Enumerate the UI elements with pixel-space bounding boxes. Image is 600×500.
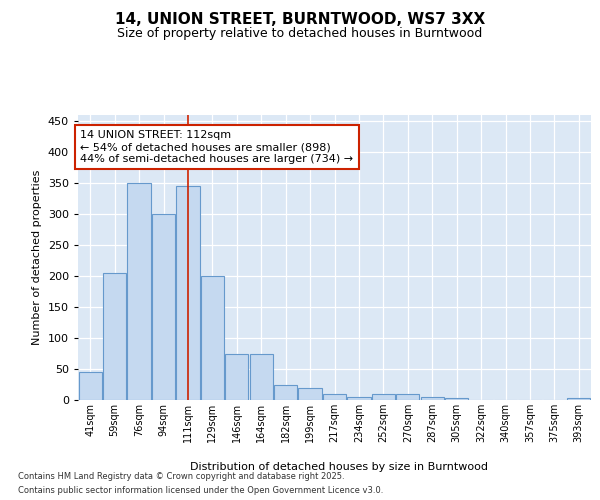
Bar: [372, 394, 395, 400]
Bar: [225, 354, 248, 400]
Bar: [79, 372, 102, 400]
Bar: [421, 397, 444, 400]
Bar: [176, 186, 200, 400]
Text: Distribution of detached houses by size in Burntwood: Distribution of detached houses by size …: [190, 462, 488, 472]
Bar: [347, 397, 371, 400]
Bar: [396, 394, 419, 400]
Bar: [127, 183, 151, 400]
Bar: [250, 354, 273, 400]
Bar: [103, 273, 126, 400]
Bar: [298, 388, 322, 400]
Bar: [323, 394, 346, 400]
Y-axis label: Number of detached properties: Number of detached properties: [32, 170, 42, 345]
Bar: [567, 398, 590, 400]
Text: 14, UNION STREET, BURNTWOOD, WS7 3XX: 14, UNION STREET, BURNTWOOD, WS7 3XX: [115, 12, 485, 28]
Bar: [201, 276, 224, 400]
Bar: [152, 214, 175, 400]
Text: Contains public sector information licensed under the Open Government Licence v3: Contains public sector information licen…: [18, 486, 383, 495]
Text: Contains HM Land Registry data © Crown copyright and database right 2025.: Contains HM Land Registry data © Crown c…: [18, 472, 344, 481]
Bar: [445, 398, 468, 400]
Text: Size of property relative to detached houses in Burntwood: Size of property relative to detached ho…: [118, 28, 482, 40]
Bar: [274, 384, 297, 400]
Text: 14 UNION STREET: 112sqm
← 54% of detached houses are smaller (898)
44% of semi-d: 14 UNION STREET: 112sqm ← 54% of detache…: [80, 130, 353, 164]
